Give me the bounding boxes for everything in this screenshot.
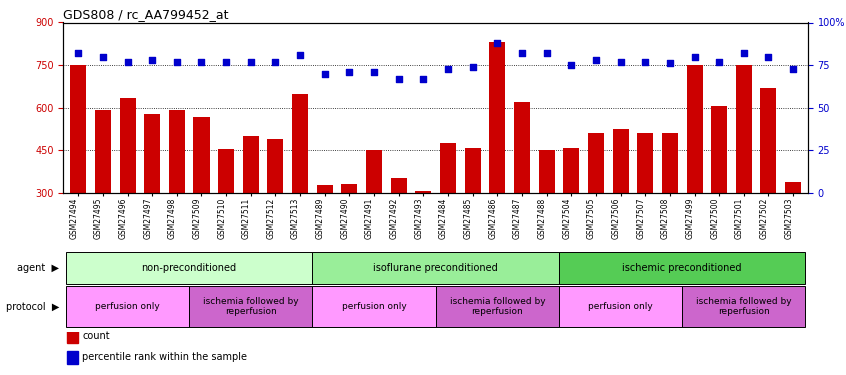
Bar [682, 286, 805, 327]
Bar [312, 286, 436, 327]
Bar [686, 65, 702, 193]
Bar [613, 129, 629, 193]
Bar [785, 182, 801, 193]
Text: isoflurane preconditioned: isoflurane preconditioned [373, 263, 498, 273]
Text: GDS808 / rc_AA799452_at: GDS808 / rc_AA799452_at [63, 8, 229, 21]
Bar [415, 191, 431, 193]
Bar [316, 186, 332, 193]
Bar [637, 134, 653, 193]
Point [146, 57, 159, 63]
Point [392, 76, 405, 82]
Bar [588, 134, 604, 193]
Text: agent  ▶: agent ▶ [17, 263, 59, 273]
Point [688, 54, 701, 60]
Bar [736, 65, 752, 193]
Point [318, 70, 332, 77]
Point [416, 76, 430, 82]
Text: perfusion only: perfusion only [342, 302, 406, 311]
Bar [267, 139, 283, 193]
Text: protocol  ▶: protocol ▶ [6, 302, 59, 312]
Point [244, 59, 257, 65]
Point [219, 59, 233, 65]
Bar [539, 150, 555, 193]
Point [491, 40, 504, 46]
Text: count: count [82, 332, 110, 341]
Text: percentile rank within the sample: percentile rank within the sample [82, 352, 247, 362]
Text: ischemia followed by
reperfusion: ischemia followed by reperfusion [449, 297, 545, 316]
Bar [312, 252, 559, 284]
Bar [559, 286, 682, 327]
Point [540, 50, 553, 56]
Bar [218, 149, 234, 193]
Point [787, 66, 800, 72]
Point [71, 50, 85, 56]
Point [466, 64, 480, 70]
Bar [662, 134, 678, 193]
Bar [761, 88, 777, 193]
Point [564, 62, 578, 68]
Point [712, 59, 726, 65]
Point [96, 54, 110, 60]
Bar [67, 330, 79, 343]
Point [737, 50, 750, 56]
Bar [169, 110, 185, 193]
Bar [67, 351, 79, 364]
Bar [144, 114, 160, 193]
Point [269, 59, 283, 65]
Bar [95, 110, 111, 193]
Point [639, 59, 652, 65]
Point [367, 69, 381, 75]
Bar [66, 252, 312, 284]
Bar [66, 286, 190, 327]
Text: perfusion only: perfusion only [95, 302, 160, 311]
Point [294, 52, 307, 58]
Bar [243, 136, 259, 193]
Text: ischemic preconditioned: ischemic preconditioned [623, 263, 742, 273]
Point [515, 50, 529, 56]
Bar [711, 106, 728, 193]
Bar [119, 98, 135, 193]
Bar [464, 148, 481, 193]
Bar [559, 252, 805, 284]
Bar [514, 102, 530, 193]
Bar [563, 148, 580, 193]
Bar [436, 286, 559, 327]
Point [589, 57, 602, 63]
Bar [292, 94, 308, 193]
Text: perfusion only: perfusion only [588, 302, 653, 311]
Point [442, 66, 455, 72]
Bar [194, 117, 210, 193]
Point [343, 69, 356, 75]
Bar [440, 142, 456, 193]
Text: ischemia followed by
reperfusion: ischemia followed by reperfusion [203, 297, 299, 316]
Text: ischemia followed by
reperfusion: ischemia followed by reperfusion [696, 297, 792, 316]
Bar [366, 150, 382, 193]
Bar [190, 286, 312, 327]
Bar [489, 42, 505, 193]
Point [761, 54, 775, 60]
Point [614, 59, 628, 65]
Point [663, 60, 677, 66]
Bar [342, 184, 357, 193]
Bar [391, 178, 407, 193]
Point [121, 59, 135, 65]
Point [195, 59, 208, 65]
Point [170, 59, 184, 65]
Bar [70, 65, 86, 193]
Text: non-preconditioned: non-preconditioned [141, 263, 237, 273]
